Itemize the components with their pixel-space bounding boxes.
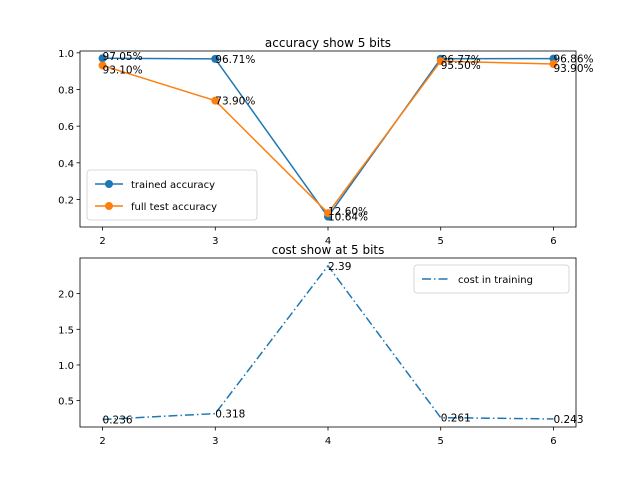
legend-box-1 <box>413 264 570 294</box>
data-label-0-1-3: 95.50% <box>441 60 481 72</box>
data-label-1-0-0: 0.236 <box>103 414 133 426</box>
y-tick-label-0-0: 0.2 <box>58 196 74 207</box>
x-tick-label-0-4: 6 <box>550 236 556 247</box>
x-tick-label-0-3: 5 <box>438 236 444 247</box>
data-point-0-1-1 <box>211 96 220 105</box>
data-label-0-1-0: 93.10% <box>103 64 143 76</box>
data-label-1-0-2: 2.39 <box>328 261 351 273</box>
x-tick-label-1-3: 5 <box>438 436 444 447</box>
chart-title-0: accuracy show 5 bits <box>265 36 391 50</box>
data-point-0-1-0 <box>98 61 107 70</box>
data-label-0-1-1: 73.90% <box>215 96 255 108</box>
data-point-0-1-4 <box>549 60 558 69</box>
legend-marker-0-0 <box>105 180 113 188</box>
legend-label-1-0: cost in training <box>458 275 533 286</box>
y-tick-label-1-1: 1.0 <box>58 361 74 372</box>
y-tick-label-1-3: 2.0 <box>58 290 74 301</box>
data-label-0-0-4: 96.86% <box>553 54 593 66</box>
legend-label-0-1: full test accuracy <box>131 202 217 213</box>
y-tick-label-0-1: 0.4 <box>58 159 74 170</box>
data-point-0-0-0 <box>98 54 107 63</box>
x-tick-label-0-0: 2 <box>99 236 105 247</box>
y-tick-label-1-2: 1.5 <box>58 325 74 336</box>
data-label-0-1-4: 93.90% <box>553 63 593 75</box>
data-point-0-1-3 <box>436 57 445 66</box>
data-point-0-0-1 <box>211 54 220 63</box>
x-tick-label-0-2: 4 <box>325 236 331 247</box>
x-tick-label-0-1: 3 <box>212 236 218 247</box>
y-tick-label-1-0: 0.5 <box>58 397 74 408</box>
y-tick-label-0-4: 1.0 <box>58 49 74 60</box>
data-label-1-0-1: 0.318 <box>215 409 245 421</box>
legend-box-0 <box>86 169 258 221</box>
x-tick-label-1-1: 3 <box>212 436 218 447</box>
y-tick-label-0-2: 0.6 <box>58 122 74 133</box>
y-tick-label-0-3: 0.8 <box>58 86 74 97</box>
x-tick-label-1-4: 6 <box>550 436 556 447</box>
data-label-1-0-4: 0.243 <box>553 414 583 426</box>
data-label-1-0-3: 0.261 <box>441 413 471 425</box>
data-point-0-1-2 <box>324 209 332 218</box>
x-tick-label-1-2: 4 <box>325 436 331 447</box>
data-label-0-0-1: 96.71% <box>215 54 255 66</box>
data-label-0-0-2: 10.64% <box>328 212 368 224</box>
legend-label-0-0: trained accuracy <box>131 180 215 191</box>
legend-marker-0-1 <box>105 202 113 210</box>
data-label-0-0-0: 97.05% <box>103 51 143 63</box>
series-line-1-0 <box>102 264 554 421</box>
data-label-0-0-3: 96.77% <box>441 54 481 66</box>
data-label-0-1-2: 12.60% <box>328 206 368 218</box>
x-tick-label-1-0: 2 <box>99 436 105 447</box>
chart-title-1: cost show at 5 bits <box>272 243 385 257</box>
